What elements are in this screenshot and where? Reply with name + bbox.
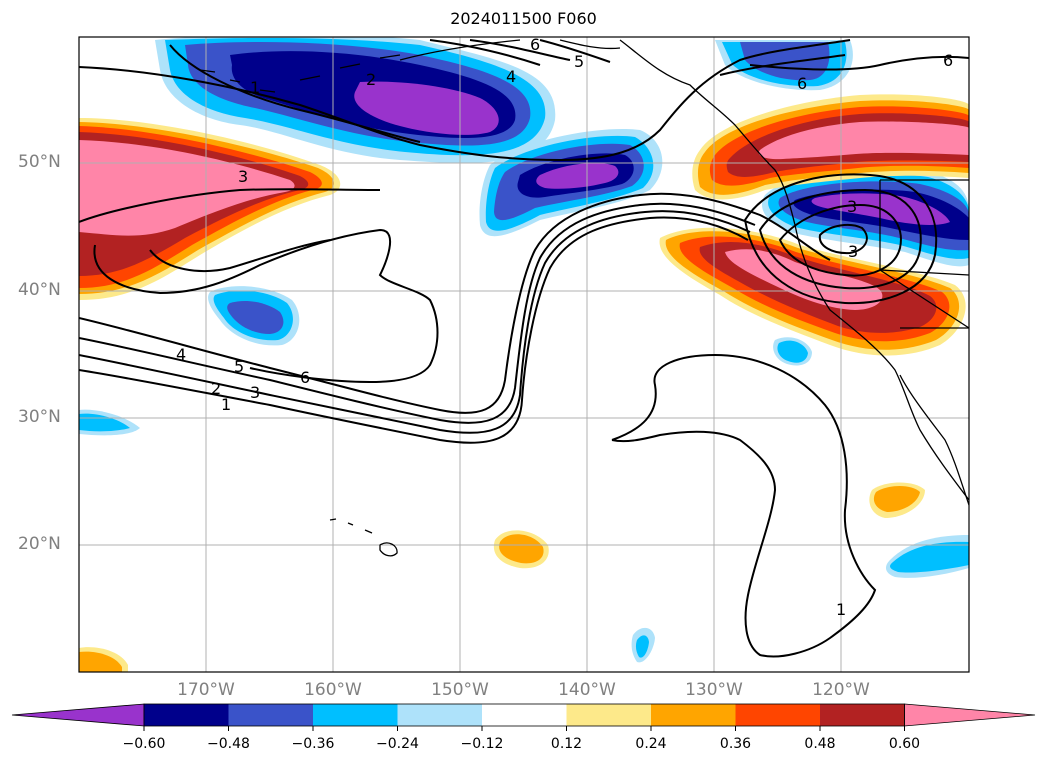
- contour-line: [758, 188, 922, 290]
- baja-peninsula: [899, 374, 969, 506]
- contour-label: 5: [574, 52, 584, 71]
- contour-line: [79, 202, 756, 424]
- colorbar-tick-label: 0.24: [635, 736, 667, 752]
- colorbar-tick-label: 0.12: [550, 736, 583, 752]
- negative-anomaly-small-1c: [227, 301, 284, 334]
- contour-label: 3: [238, 167, 248, 186]
- contour-label: 3: [250, 383, 260, 402]
- contours: [79, 39, 969, 658]
- contour-label: 1: [250, 78, 260, 97]
- colorbar-tick-label: 0.36: [719, 736, 752, 752]
- coastlines: [199, 39, 969, 557]
- colorbar-segment: [313, 704, 398, 726]
- contour-labels: 1 2 3 4 5 6 3 6 4 5 6 2 3 1 6 3 1: [176, 35, 953, 619]
- hawaii: [329, 518, 398, 557]
- contour-line: [469, 39, 571, 61]
- contour-line: [79, 188, 381, 223]
- contour-label: 1: [221, 395, 231, 414]
- contour-line: [743, 173, 938, 305]
- colorbar-segment: [228, 704, 313, 726]
- colorbar-tick-label: −0.24: [376, 736, 419, 752]
- positive-anomaly-ne-core: [758, 121, 969, 160]
- colorbar-tick-label: 0.48: [804, 736, 836, 752]
- positive-anomaly-small-2b: [873, 486, 920, 512]
- colorbar-tick-label: −0.12: [460, 736, 504, 752]
- map-frame: [78, 36, 970, 673]
- colorbar-segment: [651, 704, 736, 726]
- contour-label: 1: [836, 600, 846, 619]
- north-america-coast: [619, 39, 969, 501]
- lon-label: 170°W: [177, 680, 235, 700]
- negative-anomaly-central-core: [536, 163, 619, 189]
- negative-anomaly-nw-core: [354, 81, 499, 135]
- colorbar-extend-high: [904, 703, 1036, 727]
- contour-line: [539, 39, 611, 63]
- contour-label: 3: [847, 197, 857, 216]
- contour-line: [749, 55, 969, 71]
- lat-label: 30°N: [18, 407, 61, 427]
- lat-label: 20°N: [18, 534, 61, 554]
- contour-label: 3: [848, 242, 858, 261]
- contour-line: [93, 228, 439, 384]
- contour-label: 2: [211, 379, 221, 398]
- aleutian-islands: [199, 54, 401, 93]
- colorbar-segment: [144, 704, 229, 726]
- alaska-coast: [399, 39, 621, 61]
- lon-label: 140°W: [558, 680, 616, 700]
- colorbar-tick-label: −0.36: [291, 736, 335, 752]
- negative-anomaly-ne-top-3: [740, 42, 830, 81]
- contour-line: [611, 353, 877, 658]
- contour-line: [169, 44, 421, 143]
- colorbar-tick-label: −0.60: [122, 736, 166, 752]
- lon-label: 160°W: [304, 680, 362, 700]
- positive-anomaly-small-3b: [79, 651, 122, 672]
- negative-anomaly-small-3b: [777, 340, 808, 363]
- colorbar: [11, 703, 1036, 731]
- contour-label: 2: [366, 70, 376, 89]
- lon-label: 150°W: [431, 680, 489, 700]
- contour-label: 6: [530, 35, 540, 54]
- lon-label: 130°W: [685, 680, 743, 700]
- contour-label: 5: [234, 357, 244, 376]
- contour-line: [79, 216, 749, 444]
- contour-label: 6: [300, 368, 310, 387]
- contour-line: [429, 39, 541, 66]
- colorbar-segment: [566, 704, 651, 726]
- lat-label: 40°N: [18, 280, 61, 300]
- positive-anomaly-west-core: [79, 140, 295, 236]
- negative-anomaly-small-5b: [635, 635, 649, 658]
- contour-line: [818, 223, 868, 255]
- colorbar-segment: [735, 704, 820, 726]
- colorbar-tick-label: 0.60: [888, 736, 921, 752]
- contour-label: 4: [176, 345, 186, 364]
- contour-line: [79, 192, 831, 414]
- contour-label: 4: [506, 67, 516, 86]
- negative-anomaly-small-4b: [890, 541, 969, 573]
- contour-label: 6: [797, 74, 807, 93]
- contour-label: 6: [943, 51, 953, 70]
- colorbar-tick-label: −0.48: [207, 736, 250, 752]
- contour-line: [778, 203, 902, 277]
- gridlines: [79, 37, 969, 672]
- map-title: 2024011500 F060: [450, 9, 597, 28]
- colorbar-extend-low: [11, 703, 145, 727]
- lat-label: 50°N: [18, 152, 61, 172]
- contour-line: [719, 54, 846, 76]
- colorbar-segment: [397, 704, 482, 726]
- contour-line: [149, 239, 331, 272]
- contour-line: [79, 210, 751, 434]
- colorbar-segment: [482, 704, 567, 726]
- positive-anomaly-small-1b: [499, 534, 544, 564]
- colorbar-segment: [820, 704, 905, 726]
- lon-label: 120°W: [812, 680, 870, 700]
- contour-line: [79, 39, 851, 162]
